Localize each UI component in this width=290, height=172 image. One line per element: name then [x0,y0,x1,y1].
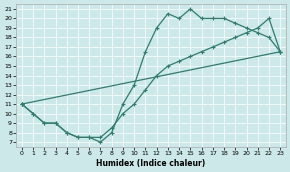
X-axis label: Humidex (Indice chaleur): Humidex (Indice chaleur) [96,159,206,168]
